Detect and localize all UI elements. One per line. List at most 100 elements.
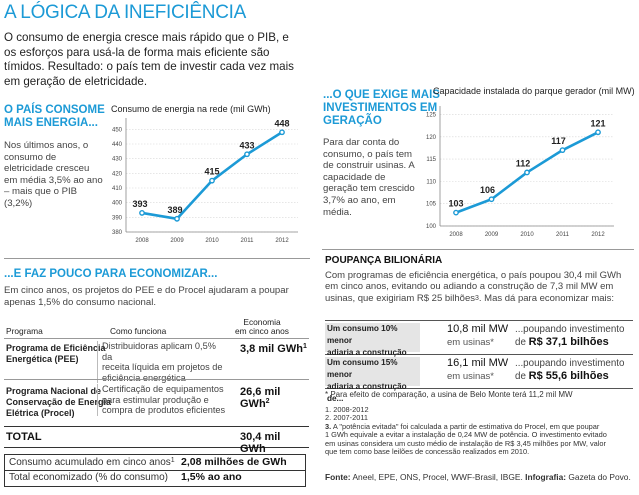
footnote-3: 3. A "potência evitada" foi calculada a …	[325, 421, 635, 431]
y-tick-label: 110	[426, 179, 436, 185]
y-tick-label: 105	[426, 202, 437, 208]
row1-save-1: ...poupando investimento	[515, 324, 625, 335]
left-heading-line1: O PAÍS CONSOME	[4, 104, 105, 116]
row1-mw-2: em usinas*	[447, 337, 494, 348]
data-point	[595, 129, 601, 136]
row1-save: ...poupando investimento de R$ 37,1 bilh…	[515, 323, 624, 349]
x-tick-label: 2008	[135, 238, 149, 244]
data-point	[453, 209, 459, 216]
economia-total-row: TOTAL 30,4 mil GWh	[4, 426, 309, 455]
poupanca-text-2: em cinco anos, evitando ou adiando a con…	[325, 281, 614, 293]
total-label: TOTAL	[6, 431, 42, 443]
col-economia-1: Economia	[243, 317, 281, 327]
row2-saving-sup: 2	[265, 398, 270, 405]
footnote-3-line3: em usinas considera um custo médio de in…	[325, 438, 606, 448]
col-economia: Economia em cinco anos	[232, 318, 292, 336]
data-point	[244, 151, 250, 158]
row2-scenario: Um consumo 15% menor adiaria a construçã…	[325, 357, 420, 403]
y-tick-label: 125	[426, 112, 437, 118]
data-point	[139, 210, 145, 216]
row2-saving-value: 26,6 mil GWh	[240, 386, 281, 410]
row2-scenario-2: adiaria a construção de...	[327, 382, 407, 403]
poupanca-text-3b: . Mas dá para economizar mais:	[478, 292, 615, 304]
row2-scenario-1: Um consumo 15% menor	[327, 358, 398, 379]
row1-how-1: Distribuidoras aplicam 0,5% da	[102, 341, 216, 362]
row1-program: Programa de Eficiência Energética (PEE)	[6, 343, 106, 365]
row2-save-2a: de	[515, 371, 529, 382]
row2-saving: 26,6 mil GWh2	[240, 386, 309, 410]
divider-left	[4, 258, 310, 259]
chart2-title: Capacidade instalada do parque gerador (…	[433, 86, 635, 96]
poupanca-heading: POUPANÇA BILIONÁRIA	[325, 255, 443, 266]
right-heading-line3: GERAÇÃO	[323, 115, 382, 127]
row2-save-2b: R$ 55,6 bilhões	[528, 370, 609, 382]
data-label: 415	[204, 167, 219, 177]
chart1: 380 390 400 410 420 430 440 450 2008 2009 2010 2011…	[112, 118, 298, 244]
y-tick-label: 100	[426, 224, 437, 230]
economia-heading: ...E FAZ POUCO PARA ECONOMIZAR...	[4, 268, 218, 280]
chart1-title: Consumo de energia na rede (mil GWh)	[111, 104, 271, 114]
x-tick-label: 2008	[449, 232, 463, 238]
data-point	[209, 177, 215, 184]
data-point	[279, 129, 285, 136]
economizado-row: Total economizado (% do consumo) 1,5% ao…	[5, 471, 305, 486]
x-tick-label: 2009	[170, 238, 184, 244]
row1-mw-1: 10,8 mil MW	[447, 323, 509, 335]
row1-scenario-1: Um consumo 10% menor	[327, 324, 398, 345]
poupanca-text-3a: usinas, que exigiriam R$ 25 bilhões	[325, 292, 475, 304]
row1-save-2a: de	[515, 337, 529, 348]
x-tick-label: 2012	[275, 238, 289, 244]
footnote-3-line4: que tem como base leilões de concessão r…	[325, 447, 530, 457]
divider-right	[322, 249, 634, 250]
left-heading-line2: MAIS ENERGIA...	[4, 117, 98, 129]
page-title: A LÓGICA DA INEFICIÊNCIA	[4, 2, 246, 23]
col-economia-2: em cinco anos	[235, 326, 289, 336]
row1-how-2: receita líquida em projetos de	[102, 362, 223, 372]
y-tick-label: 420	[112, 171, 123, 177]
data-point	[174, 215, 180, 222]
data-label: 117	[551, 136, 566, 146]
poupanca-text-1: Com programas de eficiência energética, …	[325, 270, 622, 281]
data-point	[559, 147, 566, 154]
data-point	[524, 169, 530, 176]
data-label: 103	[448, 199, 463, 209]
row1-save-2b: R$ 37,1 bilhões	[528, 336, 609, 348]
footnote-3-num: 3.	[325, 421, 332, 431]
acumulado-sup: 1	[170, 457, 175, 464]
economizado-value: 1,5% ao ano	[181, 471, 242, 483]
col-programa: Programa	[6, 326, 43, 336]
data-label: 112	[516, 158, 531, 168]
row2-save: ...poupando investimento de R$ 55,6 bilh…	[515, 357, 624, 383]
row1-saving: 3,8 mil GWh1	[240, 343, 307, 355]
footnote-2: 2. 2007-2011	[325, 413, 369, 423]
row2-program-1: Programa Nacional de	[6, 386, 102, 396]
row2-mw: 16,1 mil MW em usinas*	[447, 357, 508, 383]
y-tick-label: 380	[112, 230, 123, 236]
right-heading-line1: ...O QUE EXIGE MAIS	[323, 89, 440, 101]
poupanca-sup: 3	[474, 294, 479, 302]
y-tick-label: 450	[112, 127, 123, 133]
row1-saving-value: 3,8 mil GWh	[240, 343, 303, 355]
acumulado-box: Consumo acumulado em cinco anos1 2,08 mi…	[4, 454, 306, 487]
poupanca-text: Com programas de eficiência energética, …	[325, 270, 635, 304]
data-label: 448	[274, 118, 289, 128]
row2-mw-2: em usinas*	[447, 371, 494, 382]
y-tick-label: 115	[426, 157, 436, 163]
row1-how-3: eficiência energética	[102, 372, 186, 383]
col-como: Como funciona	[110, 326, 167, 336]
poupanca-note: * Para efeito de comparação, a usina de …	[325, 390, 573, 399]
row1-scenario: Um consumo 10% menor adiaria a construçã…	[325, 323, 420, 369]
infografia-text: Gazeta do Povo.	[566, 472, 631, 482]
poupanca-row: Um consumo 10% menor adiaria a construçã…	[325, 320, 633, 369]
right-text: Para dar conta do consumo, o país tem de…	[323, 137, 415, 218]
row2-how-3: compra de produtos eficientes	[102, 405, 226, 415]
infografia-label: Infografia:	[525, 472, 567, 482]
acumulado-label-text: Consumo acumulado em cinco anos	[9, 457, 171, 468]
x-tick-label: 2009	[485, 232, 499, 238]
data-label: 389	[167, 205, 182, 215]
poupanca-row: Um consumo 15% menor adiaria a construçã…	[325, 355, 633, 403]
row1-program-1: Programa de Eficiência	[6, 343, 106, 353]
row2-how-2: para estimular produção e	[102, 394, 209, 405]
data-label: 433	[239, 140, 254, 150]
y-tick-label: 390	[112, 215, 123, 221]
